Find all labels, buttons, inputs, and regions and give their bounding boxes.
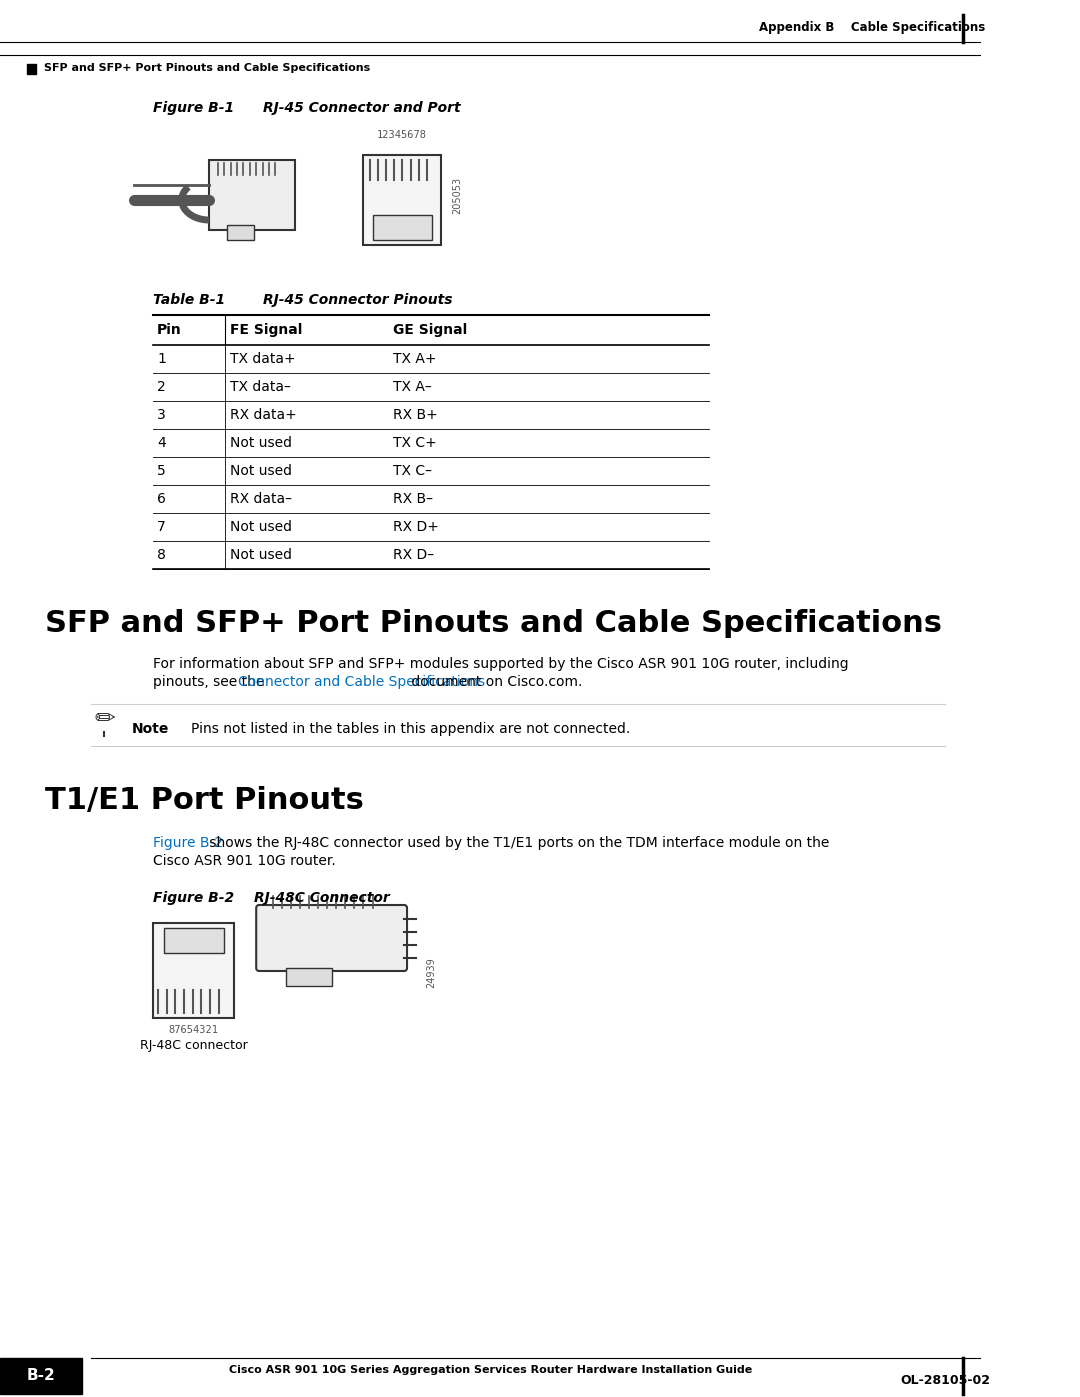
Text: For information about SFP and SFP+ modules supported by the Cisco ASR 901 10G ro: For information about SFP and SFP+ modul… xyxy=(152,657,848,671)
Bar xyxy=(364,155,441,244)
Text: 7: 7 xyxy=(158,520,166,534)
Text: 2: 2 xyxy=(158,380,166,394)
Text: TX A–: TX A– xyxy=(393,380,432,394)
Text: Not used: Not used xyxy=(230,464,292,478)
Text: RJ-48C connector: RJ-48C connector xyxy=(139,1039,247,1052)
Text: SFP and SFP+ Port Pinouts and Cable Specifications: SFP and SFP+ Port Pinouts and Cable Spec… xyxy=(43,63,369,73)
Text: RX D–: RX D– xyxy=(393,548,434,562)
Text: RX data–: RX data– xyxy=(230,492,292,506)
Text: RJ-45 Connector Pinouts: RJ-45 Connector Pinouts xyxy=(264,293,453,307)
Text: 205053: 205053 xyxy=(453,176,462,214)
Text: RX B+: RX B+ xyxy=(393,408,438,422)
Text: Figure B-2: Figure B-2 xyxy=(152,891,233,905)
Text: FE Signal: FE Signal xyxy=(230,323,302,337)
Text: T1/E1 Port Pinouts: T1/E1 Port Pinouts xyxy=(45,787,364,816)
Bar xyxy=(373,215,432,240)
Text: TX data+: TX data+ xyxy=(230,352,296,366)
Text: 1: 1 xyxy=(158,352,166,366)
FancyBboxPatch shape xyxy=(286,968,332,986)
Bar xyxy=(27,64,37,74)
Text: document on Cisco.com.: document on Cisco.com. xyxy=(407,675,583,689)
Text: 8: 8 xyxy=(158,548,166,562)
Text: 4: 4 xyxy=(158,436,166,450)
Text: 12345678: 12345678 xyxy=(377,130,427,140)
Text: shows the RJ-48C connector used by the T1/E1 ports on the TDM interface module o: shows the RJ-48C connector used by the T… xyxy=(205,835,829,849)
Text: 6: 6 xyxy=(158,492,166,506)
Text: RX B–: RX B– xyxy=(393,492,433,506)
Text: 87654321: 87654321 xyxy=(168,1025,218,1035)
Text: B-2: B-2 xyxy=(27,1369,55,1383)
Text: TX C+: TX C+ xyxy=(393,436,437,450)
Bar xyxy=(152,923,234,1018)
Text: RX data+: RX data+ xyxy=(230,408,297,422)
FancyBboxPatch shape xyxy=(256,905,407,971)
Text: Pin: Pin xyxy=(158,323,181,337)
Text: RJ-45 Connector and Port: RJ-45 Connector and Port xyxy=(264,101,461,115)
Text: 3: 3 xyxy=(158,408,166,422)
Bar xyxy=(163,928,224,953)
Text: TX C–: TX C– xyxy=(393,464,432,478)
Text: Figure B-2: Figure B-2 xyxy=(152,835,222,849)
Text: Not used: Not used xyxy=(230,548,292,562)
Text: TX data–: TX data– xyxy=(230,380,291,394)
Bar xyxy=(0,1358,82,1394)
FancyBboxPatch shape xyxy=(208,161,295,231)
Text: Cisco ASR 901 10G router.: Cisco ASR 901 10G router. xyxy=(152,854,336,868)
Text: Appendix B    Cable Specifications: Appendix B Cable Specifications xyxy=(759,21,985,35)
Text: SFP and SFP+ Port Pinouts and Cable Specifications: SFP and SFP+ Port Pinouts and Cable Spec… xyxy=(45,609,943,638)
Text: RX D+: RX D+ xyxy=(393,520,440,534)
Text: Not used: Not used xyxy=(230,436,292,450)
Text: ✏: ✏ xyxy=(94,707,114,731)
Text: Pins not listed in the tables in this appendix are not connected.: Pins not listed in the tables in this ap… xyxy=(191,722,630,736)
Text: Not used: Not used xyxy=(230,520,292,534)
FancyBboxPatch shape xyxy=(227,225,255,240)
Text: 24939: 24939 xyxy=(427,957,436,988)
Text: RJ-48C Connector: RJ-48C Connector xyxy=(255,891,390,905)
Text: Connector and Cable Specifications: Connector and Cable Specifications xyxy=(238,675,485,689)
Text: 5: 5 xyxy=(158,464,166,478)
Text: Table B-1: Table B-1 xyxy=(152,293,225,307)
Text: OL-28105-02: OL-28105-02 xyxy=(900,1373,990,1386)
Text: Cisco ASR 901 10G Series Aggregation Services Router Hardware Installation Guide: Cisco ASR 901 10G Series Aggregation Ser… xyxy=(229,1365,753,1375)
Text: GE Signal: GE Signal xyxy=(393,323,468,337)
Text: pinouts, see the: pinouts, see the xyxy=(152,675,269,689)
Text: Figure B-1: Figure B-1 xyxy=(152,101,233,115)
Text: TX A+: TX A+ xyxy=(393,352,437,366)
Text: Note: Note xyxy=(132,722,170,736)
